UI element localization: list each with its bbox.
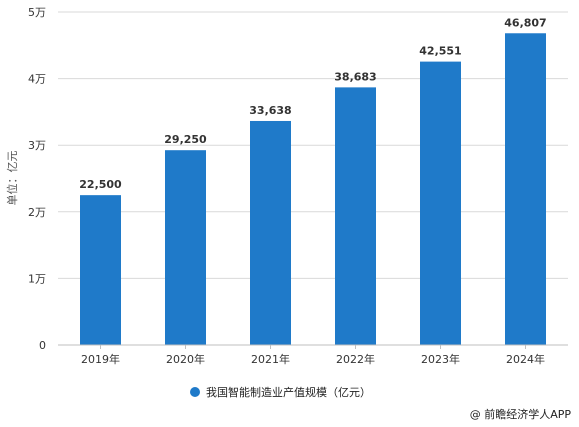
bar [505, 33, 546, 345]
y-axis-ticks: 0 1万 2万 3万 4万 5万 [28, 6, 46, 352]
data-labels: 22,500 29,250 33,638 38,683 42,551 46,807 [79, 16, 546, 191]
x-tick-label: 2024年 [506, 352, 545, 366]
grid-layer [58, 11, 568, 279]
bar [165, 150, 206, 345]
x-axis-ticks: 2019年 2020年 2021年 2022年 2023年 2024年 [81, 345, 545, 366]
y-tick-label: 0 [39, 339, 46, 352]
x-tick-label: 2021年 [251, 352, 290, 366]
legend: 我国智能制造业产值规模（亿元） [190, 385, 371, 399]
source-credit: @ 前瞻经济学人APP [470, 407, 572, 421]
data-label: 22,500 [79, 178, 122, 191]
data-label: 33,638 [249, 104, 291, 117]
y-tick-label: 2万 [28, 206, 46, 219]
y-axis-label: 单位：亿元 [5, 151, 19, 206]
x-tick-label: 2023年 [421, 352, 460, 366]
bar [250, 120, 291, 345]
data-label: 38,683 [334, 70, 376, 83]
legend-marker [190, 387, 200, 397]
x-tick-label: 2022年 [336, 352, 375, 366]
bars [80, 33, 546, 346]
data-label: 29,250 [164, 133, 207, 146]
bar [335, 87, 376, 346]
bar [80, 195, 121, 345]
data-label: 42,551 [419, 45, 461, 58]
legend-label: 我国智能制造业产值规模（亿元） [206, 385, 371, 399]
bar [420, 61, 461, 345]
data-label: 46,807 [504, 16, 546, 29]
y-tick-label: 5万 [28, 6, 46, 19]
y-tick-label: 3万 [28, 139, 46, 152]
x-tick-label: 2019年 [81, 352, 120, 366]
y-tick-label: 1万 [28, 272, 46, 285]
y-tick-label: 4万 [28, 73, 46, 86]
x-tick-label: 2020年 [166, 352, 205, 366]
